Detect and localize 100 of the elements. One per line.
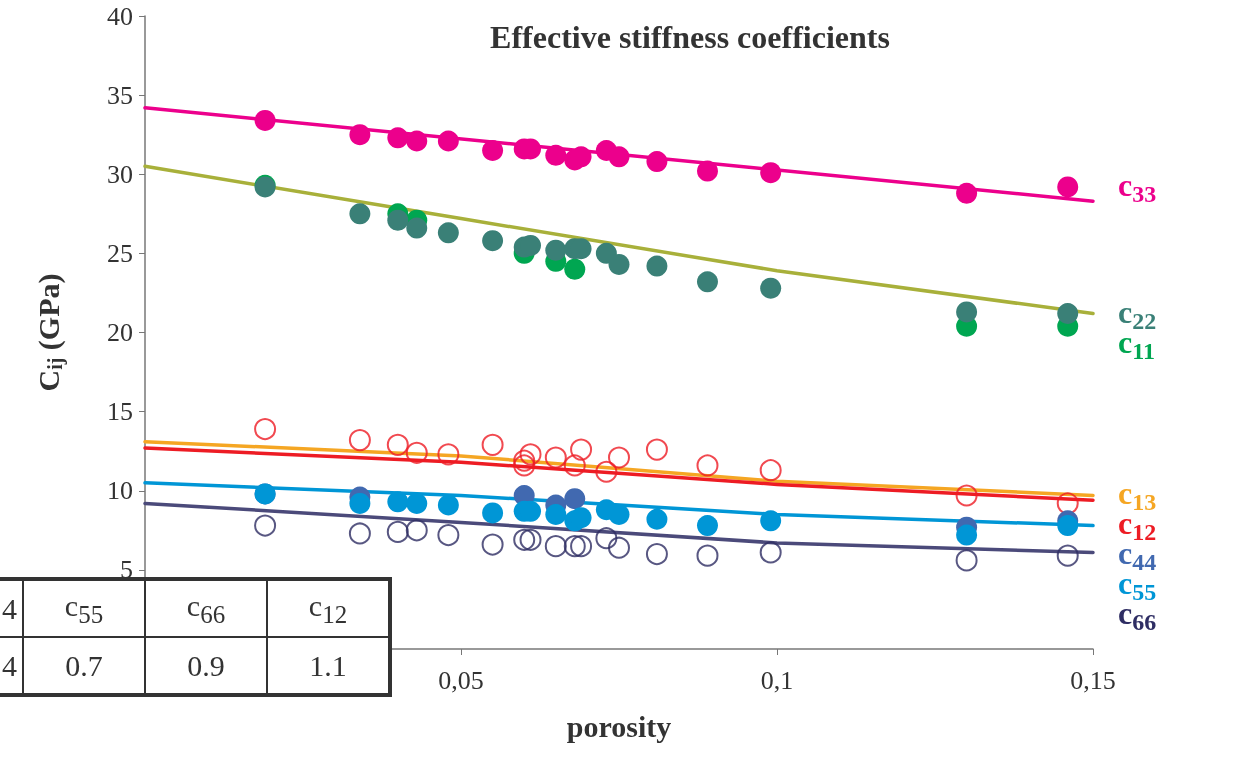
y-tick-label: 30 xyxy=(107,159,133,189)
y-tick-label: 35 xyxy=(107,80,133,110)
point xyxy=(760,510,782,532)
point xyxy=(956,524,978,546)
point xyxy=(437,443,460,466)
annotation: c$_{12}$ xyxy=(267,579,390,637)
x-tick-label: 0,15 xyxy=(1070,665,1116,695)
line-series xyxy=(143,164,1095,316)
point xyxy=(386,433,409,456)
point xyxy=(608,146,630,168)
point xyxy=(387,491,409,513)
point xyxy=(254,109,276,131)
point xyxy=(348,522,371,545)
point xyxy=(955,549,978,572)
point xyxy=(405,519,428,542)
point xyxy=(595,527,618,550)
point xyxy=(595,460,618,483)
point xyxy=(349,203,371,225)
y-tick-label: 15 xyxy=(107,397,133,427)
point xyxy=(646,151,668,173)
point xyxy=(759,541,782,564)
text: 0.7 xyxy=(65,648,103,682)
point xyxy=(387,209,409,231)
point xyxy=(545,144,567,166)
point xyxy=(1057,176,1079,198)
point xyxy=(544,446,567,469)
point xyxy=(563,454,586,477)
point xyxy=(482,502,504,524)
point xyxy=(1057,303,1079,324)
annotation: 0.9 xyxy=(145,637,267,695)
point xyxy=(437,222,459,244)
point xyxy=(697,271,718,293)
point xyxy=(348,429,371,452)
y-tick-label: 40 xyxy=(107,1,133,31)
point xyxy=(437,130,459,152)
point xyxy=(564,258,586,280)
text: 4 xyxy=(2,648,17,682)
point xyxy=(513,528,536,551)
point xyxy=(513,449,536,472)
point xyxy=(696,454,719,477)
text: 4 xyxy=(2,591,17,625)
point xyxy=(608,446,630,469)
point xyxy=(405,441,428,464)
point xyxy=(645,543,668,566)
point xyxy=(406,492,428,514)
point xyxy=(254,514,277,537)
point xyxy=(349,124,371,146)
y-axis-title: Cij (GPa) xyxy=(31,273,67,392)
point xyxy=(1057,515,1079,537)
annotation: c$_{66}$ xyxy=(145,579,267,637)
point xyxy=(519,528,542,551)
x-axis-title: porosity xyxy=(566,709,672,743)
point xyxy=(564,488,586,510)
text: c$_{55}$ xyxy=(64,588,104,628)
y-tick-label: 20 xyxy=(107,318,133,347)
point xyxy=(956,301,978,323)
annotation: 1.1 xyxy=(267,637,390,695)
x-tick-label: 0,1 xyxy=(760,665,794,695)
point xyxy=(570,507,592,529)
point xyxy=(760,162,782,184)
point xyxy=(482,140,504,162)
point xyxy=(570,438,593,461)
point xyxy=(608,253,630,275)
point xyxy=(545,239,567,261)
line-series xyxy=(143,501,1095,555)
point xyxy=(387,127,409,149)
point xyxy=(406,217,428,239)
point xyxy=(544,535,567,558)
point xyxy=(437,494,459,516)
point xyxy=(482,230,504,252)
point xyxy=(519,443,542,466)
point xyxy=(1056,492,1079,515)
line-series xyxy=(143,439,1095,498)
point xyxy=(563,535,586,558)
point xyxy=(697,515,718,537)
point xyxy=(956,182,978,204)
point xyxy=(760,277,782,299)
point xyxy=(697,160,718,182)
point xyxy=(545,503,567,525)
point xyxy=(646,508,668,530)
point xyxy=(437,524,460,547)
point xyxy=(645,438,668,461)
point xyxy=(955,484,978,507)
y-tick-label: 25 xyxy=(107,238,133,268)
x-tick-label: 0,05 xyxy=(438,665,484,695)
point xyxy=(570,535,593,558)
point xyxy=(696,544,719,567)
point xyxy=(646,255,668,277)
point xyxy=(481,533,504,556)
chart-title: Effective stiffness coefficients xyxy=(490,19,890,55)
point xyxy=(513,454,536,477)
point xyxy=(254,418,277,441)
point xyxy=(759,459,782,482)
point xyxy=(608,503,630,525)
point xyxy=(608,536,630,559)
point xyxy=(349,492,371,514)
point xyxy=(406,130,428,152)
point xyxy=(386,520,409,543)
point xyxy=(1056,544,1079,567)
y-tick-label: 10 xyxy=(107,476,133,506)
